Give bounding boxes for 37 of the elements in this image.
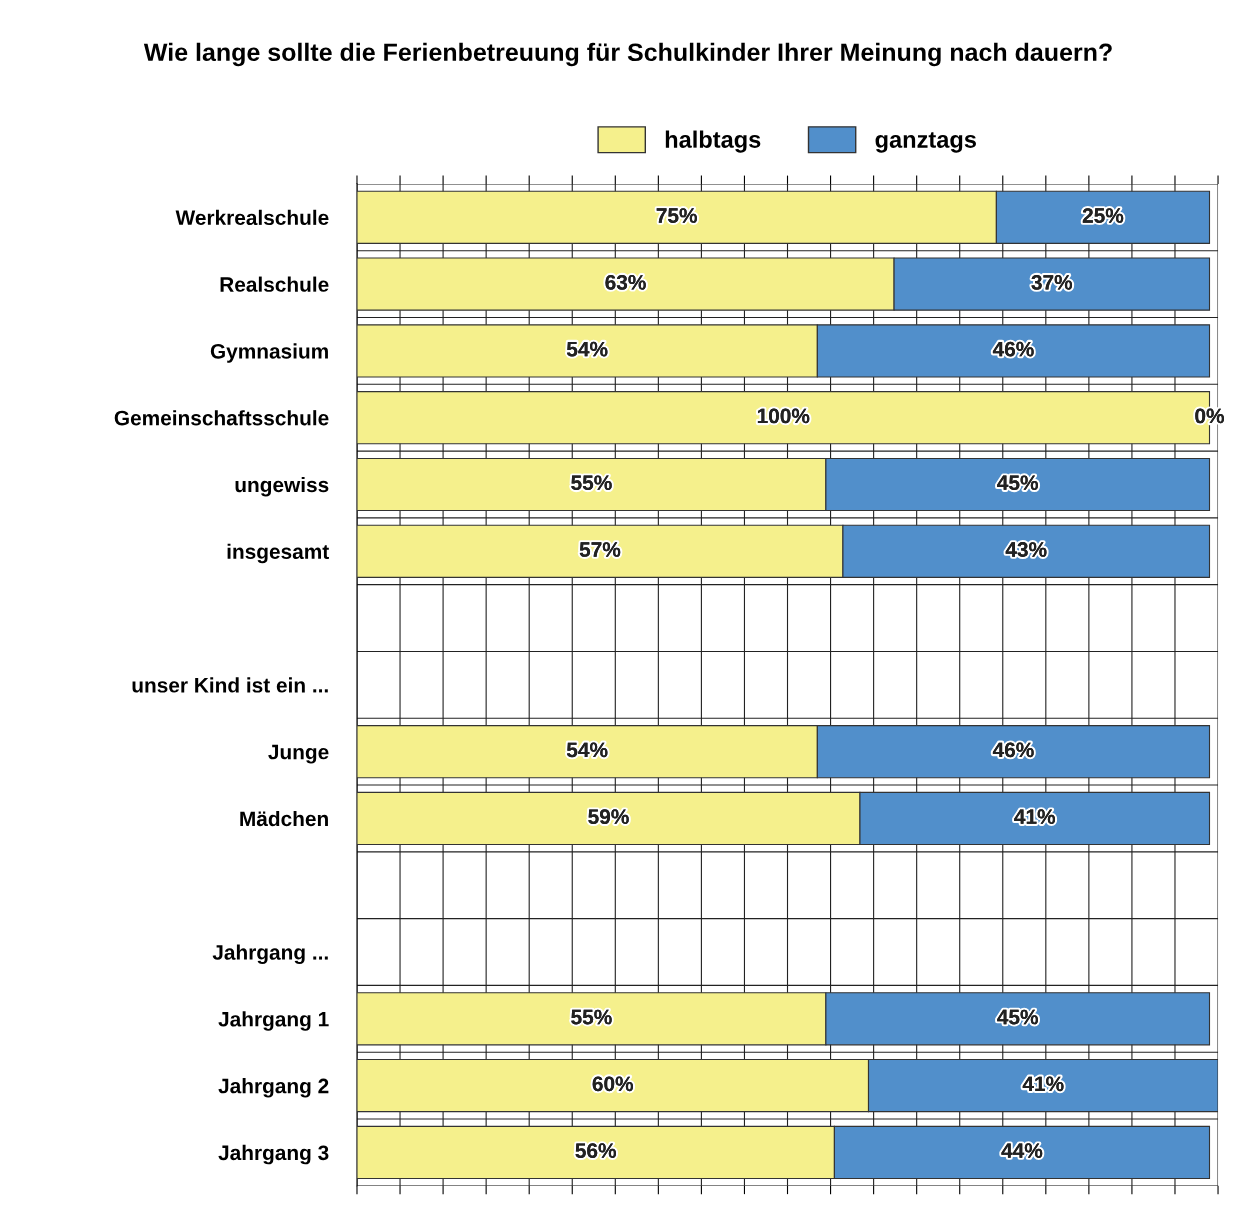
y-tick-label: Gymnasium bbox=[210, 343, 328, 363]
data-label: 60% bbox=[592, 1076, 634, 1092]
y-tick-label: Realschule bbox=[220, 276, 329, 292]
data-label: 43% bbox=[1005, 542, 1047, 557]
data-label: 41% bbox=[1014, 809, 1056, 824]
y-tick-label: unser Kind ist ein ... bbox=[132, 677, 328, 693]
y-tick-label: Jahrgang 2 bbox=[218, 1078, 329, 1098]
data-label: 54% bbox=[566, 742, 608, 758]
data-label: 45% bbox=[997, 1009, 1038, 1025]
data-label: 75% bbox=[656, 208, 697, 223]
data-label: 46% bbox=[992, 341, 1034, 357]
y-tick-label: insgesamt bbox=[227, 543, 329, 564]
data-label: 46% bbox=[992, 742, 1034, 758]
data-label: 37% bbox=[1031, 274, 1073, 290]
data-label: 44% bbox=[1001, 1143, 1043, 1158]
data-label: 57% bbox=[579, 542, 621, 557]
data-label: 56% bbox=[575, 1143, 616, 1158]
data-label: 59% bbox=[588, 809, 629, 825]
y-tick-label: Junge bbox=[268, 744, 329, 764]
chart-title: Wie lange sollte die Ferienbetreuung für Schulkinder Ihrer Meinung nach dauern? bbox=[143, 42, 1112, 67]
data-label: 63% bbox=[605, 274, 646, 290]
y-tick-label: Mädchen bbox=[240, 810, 328, 827]
y-tick-label: Jahrgang ... bbox=[212, 944, 328, 964]
y-tick-label: Jahrgang 1 bbox=[218, 1011, 329, 1031]
data-label: 45% bbox=[997, 475, 1038, 491]
y-tick-label: Werkrealschule bbox=[175, 209, 329, 226]
legend-label: ganztags bbox=[875, 132, 976, 153]
y-tick-label: Gemeinschaftsschule bbox=[114, 410, 329, 426]
data-label: 41% bbox=[1022, 1076, 1064, 1092]
data-label: 54% bbox=[566, 341, 608, 357]
data-label: 55% bbox=[571, 1009, 612, 1025]
data-label: 100% bbox=[757, 408, 810, 424]
data-label: 55% bbox=[571, 475, 612, 491]
legend-label: halbtags bbox=[665, 130, 761, 153]
y-tick-label: Jahrgang 3 bbox=[218, 1144, 329, 1165]
data-label: 25% bbox=[1082, 208, 1124, 223]
y-tick-label: ungewiss bbox=[235, 476, 329, 497]
